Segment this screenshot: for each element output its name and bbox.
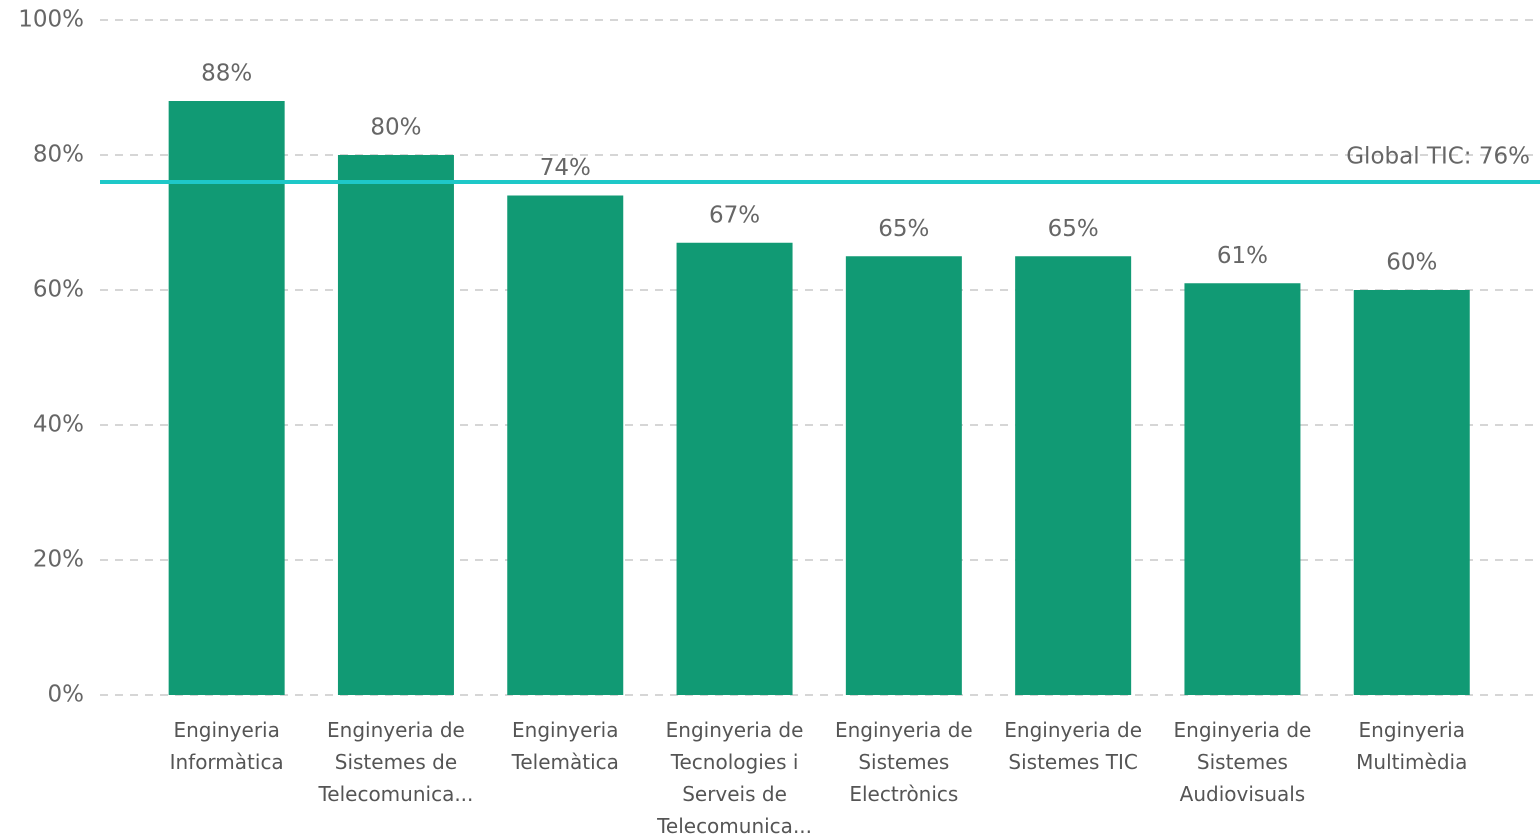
- bar: [507, 195, 624, 695]
- bar: [337, 155, 454, 695]
- bar: [676, 242, 793, 695]
- data-label: 61%: [1217, 243, 1268, 269]
- x-tick-label-line: Telecomunica...: [317, 782, 473, 806]
- x-tick-label-line: Telemàtica: [511, 750, 619, 774]
- x-tick-label-line: Tecnologies i: [670, 750, 799, 774]
- x-tick-label-line: Enginyeria de: [835, 718, 973, 742]
- x-tick-label: Enginyeria de Sistemes Electrònics: [835, 718, 973, 806]
- bar: [1015, 256, 1132, 695]
- x-tick-label: Enginyeria de Tecnologies i Serveis de Tele…: [656, 718, 812, 837]
- data-label: 74%: [540, 155, 591, 181]
- x-tick-label-line: Electrònics: [849, 782, 958, 806]
- y-tick-label: 40%: [33, 412, 84, 438]
- x-tick-label-line: Enginyeria de: [1174, 718, 1312, 742]
- x-tick-label: Enginyeria de Sistemes TIC: [1004, 718, 1142, 774]
- x-tick-label-line: Enginyeria de: [666, 718, 804, 742]
- y-tick-label: 60%: [33, 277, 84, 303]
- x-tick-label: Enginyeria Informàtica: [170, 718, 284, 774]
- data-label: 67%: [709, 202, 760, 228]
- x-tick-label: Enginyeria Telemàtica: [511, 718, 619, 774]
- y-tick-label: 20%: [33, 547, 84, 573]
- data-label: 80%: [370, 115, 421, 141]
- x-tick-label: Enginyeria Multimèdia: [1356, 718, 1467, 774]
- data-label: 60%: [1386, 250, 1437, 276]
- data-label: 88%: [201, 61, 252, 87]
- x-tick-label-line: Sistemes TIC: [1008, 750, 1137, 774]
- bar: [1184, 283, 1301, 695]
- x-tick-label-line: Sistemes: [1197, 750, 1288, 774]
- bar: [1353, 290, 1470, 695]
- x-tick-label-line: Sistemes: [858, 750, 949, 774]
- data-label: 65%: [878, 216, 929, 242]
- x-tick-label-line: Multimèdia: [1356, 750, 1467, 774]
- x-tick-label: Enginyeria de Sistemes de Telecomunica...: [317, 718, 473, 806]
- x-tick-label-line: Enginyeria de: [327, 718, 465, 742]
- data-label: 65%: [1048, 216, 1099, 242]
- x-tick-label-line: Sistemes de: [335, 750, 457, 774]
- x-tick-label-line: Serveis de: [682, 782, 787, 806]
- x-tick-label-line: Audiovisuals: [1180, 782, 1306, 806]
- reference-label: Global TIC: 76%: [1346, 144, 1530, 170]
- x-tick-label-line: Informàtica: [170, 750, 284, 774]
- x-tick-label-line: Telecomunica...: [656, 814, 812, 837]
- x-tick-label-line: Enginyeria: [1359, 718, 1465, 742]
- bar: [845, 256, 962, 695]
- y-tick-label: 100%: [18, 7, 84, 33]
- x-tick-label-line: Enginyeria de: [1004, 718, 1142, 742]
- bar: [168, 101, 285, 695]
- y-tick-label: 0%: [48, 682, 85, 708]
- x-tick-label-line: Enginyeria: [512, 718, 618, 742]
- x-tick-label-line: Enginyeria: [173, 718, 279, 742]
- y-tick-label: 80%: [33, 142, 84, 168]
- x-tick-label: Enginyeria de Sistemes Audiovisuals: [1174, 718, 1312, 806]
